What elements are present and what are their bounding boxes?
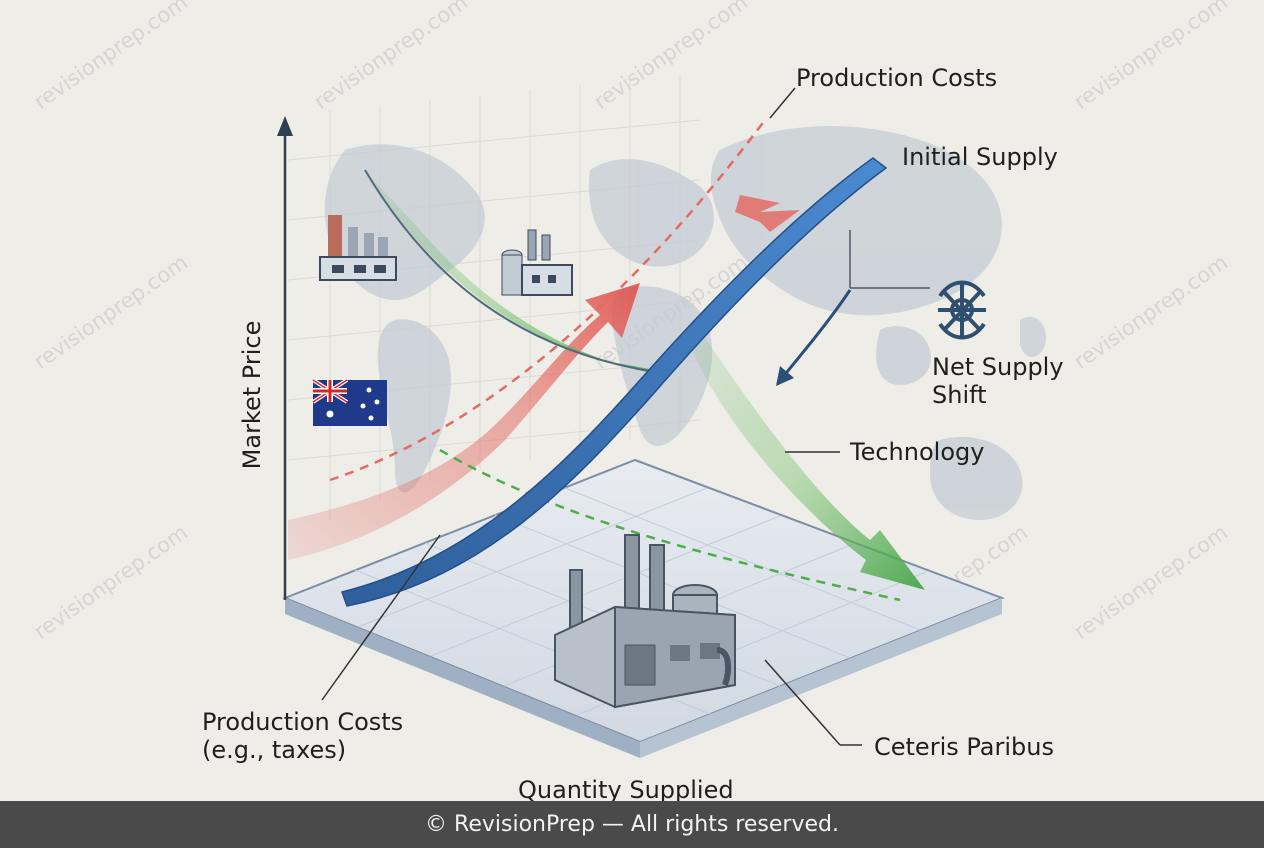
technology-label: Technology xyxy=(850,438,985,466)
initial-supply-curve xyxy=(341,157,930,607)
production-costs-taxes-label: Production Costs (e.g., taxes) xyxy=(202,708,404,764)
initial-supply-label: Initial Supply xyxy=(902,143,1058,171)
y-axis-label: Market Price xyxy=(238,320,266,470)
australia-flag-icon xyxy=(311,378,387,426)
network-hub-icon xyxy=(938,280,986,340)
production-costs-arrow xyxy=(288,87,800,560)
factory-icon xyxy=(501,229,573,296)
leader-lines xyxy=(321,534,862,746)
copyright-footer: © RevisionPrep — All rights reserved. xyxy=(0,801,1264,848)
axes xyxy=(277,116,293,600)
x-axis-label: Quantity Supplied xyxy=(518,776,734,804)
ceteris-paribus-label: Ceteris Paribus xyxy=(874,733,1054,761)
production-costs-label-top: Production Costs xyxy=(796,64,998,92)
net-supply-shift-label: Net Supply Shift xyxy=(932,353,1064,409)
quantity-platform xyxy=(282,458,1005,758)
copyright-text: © RevisionPrep — All rights reserved. xyxy=(425,812,839,837)
factory-icon xyxy=(319,215,397,281)
factory-icon xyxy=(554,534,736,709)
